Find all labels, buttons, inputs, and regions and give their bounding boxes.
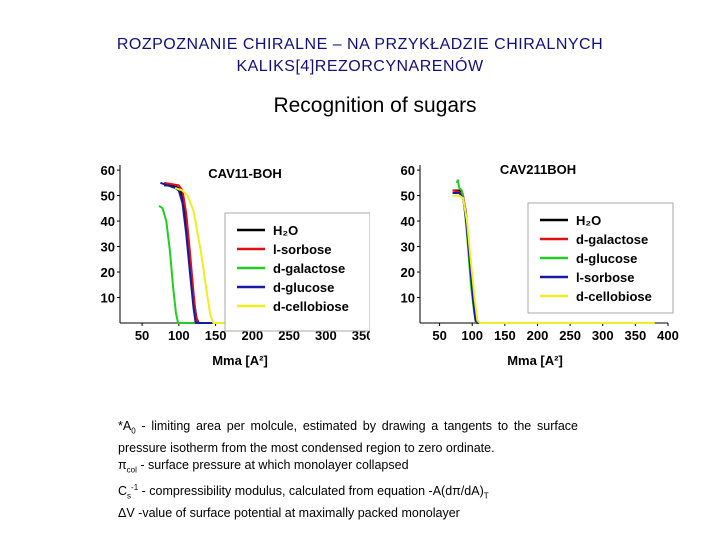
- legend: H₂O d-galactose d-glucose l-sorbose d-cellob…: [527, 202, 674, 314]
- series-line-4: [174, 186, 326, 324]
- x-tick-label: 200: [527, 328, 549, 343]
- series-line-1: [163, 181, 326, 324]
- x-tick-label: 250: [559, 328, 581, 343]
- legend-label: d-galactose: [273, 261, 345, 276]
- chart-cav211boh: 10 20 30 40 50 60 50 100 150 200 250 300 350 400 Mma […: [401, 162, 679, 368]
- legend-label: l-sorbose: [576, 270, 635, 285]
- legend-label: H₂O: [273, 223, 298, 238]
- slide-title: ROZPOZNANIE CHIRALNE – NA PRZYKŁADZIE CH…: [0, 34, 720, 78]
- y-tick-label: 40: [401, 214, 415, 229]
- y-tick-label: 10: [401, 291, 415, 306]
- chart-title: CAV11-BOH: [208, 166, 281, 181]
- title-line-1: ROZPOZNANIE CHIRALNE – NA PRZYKŁADZIE CH…: [116, 36, 604, 53]
- legend-label: d-galactose: [576, 232, 648, 247]
- x-tick-label: 50: [432, 328, 446, 343]
- note-compressibility: Cs-1 - compressibility modulus, calculat…: [118, 483, 489, 501]
- x-tick-label: 150: [205, 328, 227, 343]
- y-tick-label: 20: [401, 265, 415, 280]
- x-tick-label: 250: [278, 328, 300, 343]
- y-tick-label: 10: [101, 291, 115, 306]
- notes-block: *A0 - limiting area per molcule, estimat…: [118, 418, 578, 523]
- x-tick-label: 150: [494, 328, 516, 343]
- title-line-2: KALIKS[4]REZORCYNARENÓW: [236, 58, 484, 75]
- legend-label: d-cellobiose: [273, 299, 349, 314]
- x-tick-label: 200: [242, 328, 264, 343]
- y-tick-label: 20: [101, 265, 115, 280]
- y-tick-label: 60: [101, 163, 115, 178]
- series-line-3: [160, 181, 326, 324]
- y-tick-label: 50: [101, 189, 115, 204]
- legend: H₂O l-sorbose d-galactose d-glucose d-cellob…: [224, 212, 370, 332]
- x-tick-label: 300: [592, 328, 614, 343]
- x-tick-label: 100: [461, 328, 483, 343]
- x-tick-label: 50: [135, 328, 149, 343]
- x-tick-label: 400: [657, 328, 679, 343]
- series-line-2: [158, 204, 326, 324]
- x-tick-label: 300: [315, 328, 337, 343]
- legend-label: H₂O: [576, 213, 601, 228]
- note-surface-potential: ΔV -value of surface potential at maxima…: [118, 506, 460, 521]
- legend-label: l-sorbose: [273, 242, 332, 257]
- x-tick-label: 350: [625, 328, 647, 343]
- legend-label: d-glucose: [576, 251, 637, 266]
- note-collapse-pressure: πcol - surface pressure at which monolay…: [118, 458, 409, 475]
- y-tick-label: 50: [401, 189, 415, 204]
- x-axis-label: Mma [A²]: [507, 353, 563, 368]
- chart-cav11-boh: 10 20 30 40 50 60 50 100 150 200 250 300 350 Mma [A²]…: [101, 163, 370, 368]
- y-tick-label: 40: [101, 214, 115, 229]
- y-tick-label: 60: [401, 163, 415, 178]
- legend-label: d-glucose: [273, 280, 334, 295]
- legend-label: d-cellobiose: [576, 289, 652, 304]
- y-tick-label: 30: [401, 240, 415, 255]
- x-tick-label: 100: [168, 328, 190, 343]
- chart-title: CAV211BOH: [500, 162, 576, 177]
- y-tick-label: 30: [101, 240, 115, 255]
- x-tick-label: 350: [352, 328, 370, 343]
- legend-box: [224, 212, 370, 332]
- x-axis-label: Mma [A²]: [212, 353, 268, 368]
- note-limiting-area: *A0 - limiting area per molcule, estimat…: [118, 419, 578, 455]
- subtitle: Recognition of sugars: [273, 94, 477, 117]
- series-line-3: [452, 192, 655, 324]
- series-line-4: [452, 194, 655, 324]
